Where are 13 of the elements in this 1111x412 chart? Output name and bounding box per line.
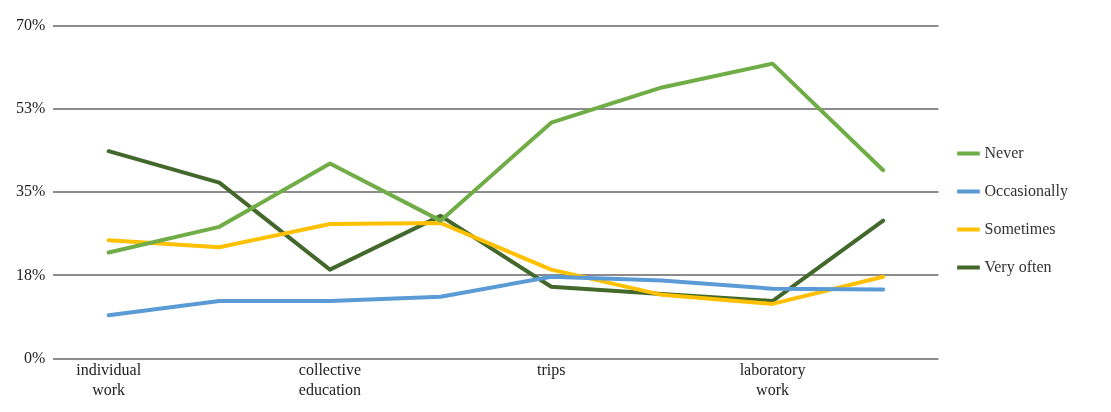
y-tick-label: 18% bbox=[16, 265, 46, 283]
legend-label: Occasionally bbox=[984, 181, 1069, 200]
legend-label: Sometimes bbox=[984, 219, 1056, 237]
x-tick-label: laboratory work bbox=[739, 361, 806, 398]
y-tick-label: 35% bbox=[16, 182, 46, 200]
legend-label: Never bbox=[984, 143, 1025, 161]
y-tick-label: 70% bbox=[16, 15, 46, 33]
y-tick-label: 0% bbox=[24, 348, 46, 366]
x-tick-label: individual work bbox=[76, 361, 142, 398]
x-tick-label: collective education bbox=[298, 361, 362, 398]
x-tick-label: trips bbox=[537, 361, 566, 380]
y-tick-label: 53% bbox=[16, 99, 46, 117]
legend-label: Very often bbox=[984, 257, 1052, 276]
